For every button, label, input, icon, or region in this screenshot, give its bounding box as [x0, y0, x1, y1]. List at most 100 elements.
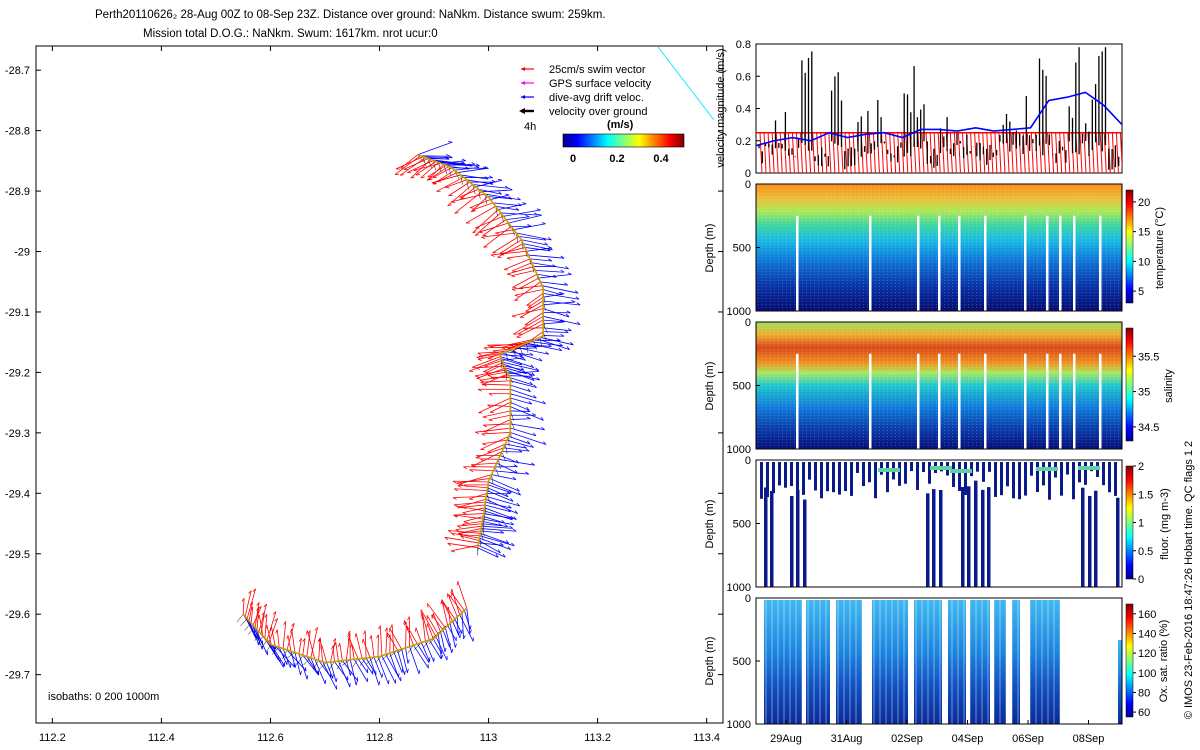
- drift-vector-head: [558, 347, 563, 351]
- ground-vector: [254, 631, 260, 641]
- velocity-ylabel: velocity magnitude (m/s): [715, 48, 727, 167]
- data-gap: [1099, 215, 1102, 311]
- swim-vector: [330, 638, 337, 663]
- drift-vector-head: [518, 361, 523, 366]
- drift-vector-head: [517, 491, 521, 496]
- ground-vector: [282, 649, 288, 659]
- swim-speed-tick: [1111, 132, 1115, 173]
- drift-vector: [492, 202, 522, 207]
- map-y-tick-label: -29.2: [5, 367, 30, 379]
- time-tick-label: 31Aug: [831, 733, 863, 745]
- drift-vector: [543, 319, 565, 323]
- fluor-deep-profile: [974, 480, 978, 587]
- legend-gps-arrow-icon: [521, 81, 525, 85]
- swim-speed-tick: [1059, 132, 1063, 173]
- swim-vector: [517, 319, 544, 335]
- swim-vector: [509, 338, 537, 346]
- oxygen-cblabel: Ox. sat. ratio (%): [1158, 620, 1170, 703]
- drift-vector: [456, 616, 459, 635]
- swim-vector: [487, 371, 508, 376]
- swim-vector-head: [511, 315, 516, 318]
- data-gap: [958, 353, 961, 449]
- swim-vector: [415, 627, 422, 643]
- swim-vector: [513, 315, 544, 335]
- temperature-cblabel: temperature (°C): [1154, 207, 1166, 289]
- drift-vector: [503, 363, 535, 376]
- ground-vector: [448, 166, 452, 177]
- swim-vector: [364, 630, 367, 659]
- drift-vector: [485, 501, 512, 509]
- depth-tick-label: 0: [745, 593, 751, 605]
- swim-vector-head: [241, 597, 245, 602]
- swim-vector: [453, 514, 483, 520]
- swim-vector-head: [475, 234, 480, 236]
- drift-vector: [250, 622, 263, 645]
- drift-vector: [510, 401, 530, 411]
- drift-vector: [535, 269, 565, 273]
- swim-vector: [472, 356, 501, 368]
- drift-vector-head: [495, 553, 499, 558]
- ground-vector: [240, 618, 248, 627]
- swim-speed-tick: [759, 132, 763, 173]
- drift-vector: [268, 642, 284, 668]
- temperature-colorbar-ticks: 20 15 10 5: [1133, 197, 1150, 298]
- swim-vector-head: [431, 614, 433, 619]
- swim-vector: [394, 155, 421, 175]
- drift-vector: [401, 649, 408, 673]
- swim-vector-head: [264, 614, 268, 618]
- swim-vector: [476, 352, 503, 358]
- drift-vector-head: [522, 202, 527, 205]
- swim-vector-head: [483, 383, 488, 387]
- data-gap: [958, 215, 961, 311]
- drift-vector: [461, 612, 464, 639]
- swim-vector: [351, 643, 355, 660]
- drift-vector: [477, 547, 499, 558]
- swim-vector-head: [250, 606, 254, 611]
- drift-vector-head: [300, 670, 302, 676]
- swim-vector: [389, 627, 402, 650]
- swim-vector-head: [454, 212, 459, 214]
- time-tick-label: 06Sep: [1012, 733, 1044, 745]
- swim-vector: [462, 520, 483, 525]
- fluor-surface-profile: [856, 462, 859, 473]
- swim-vector-head: [256, 602, 260, 606]
- swim-vector-head: [487, 404, 492, 408]
- swim-vector: [462, 504, 486, 508]
- swim-vector-head: [483, 424, 487, 428]
- drift-vector-head: [526, 440, 531, 445]
- swim-vector: [487, 443, 506, 453]
- swim-speed-tick: [933, 132, 937, 173]
- drift-vector: [530, 258, 552, 262]
- drift-vector-head: [350, 671, 352, 676]
- drift-vector-head: [475, 163, 480, 167]
- drift-vector-head: [537, 213, 542, 216]
- drift-vector-head: [536, 376, 540, 381]
- temperature-field: [756, 184, 1122, 311]
- drift-vector: [477, 544, 506, 558]
- swim-vector: [512, 285, 543, 290]
- swim-vector-head: [421, 615, 424, 620]
- fluor-surface-profile: [1048, 462, 1051, 500]
- depth-tick-label: 500: [733, 381, 751, 393]
- swim-vector: [480, 380, 511, 383]
- swim-vector-head: [470, 464, 475, 467]
- swim-speed-tick: [1043, 132, 1046, 173]
- swim-speed-tick: [885, 132, 889, 173]
- drift-vector-head: [498, 191, 502, 195]
- drift-vector: [498, 458, 535, 466]
- fluor-surface-profile: [820, 462, 823, 499]
- swim-vector: [443, 602, 453, 622]
- fluor-surface-profile: [910, 462, 913, 472]
- swim-vector-head: [347, 633, 351, 638]
- swim-speed-tick: [1014, 132, 1018, 173]
- oxygen-colorbar-ticks: 160 140 120 100 80 60: [1133, 609, 1156, 719]
- velocity-y-tick-label: 0.2: [736, 136, 751, 148]
- data-gap: [1099, 353, 1102, 449]
- fluor-surface-profile: [826, 462, 829, 492]
- drift-vector-head: [559, 343, 563, 347]
- swim-vector: [511, 262, 532, 272]
- ground-vector: [318, 662, 327, 670]
- depth-tick-label: 500: [733, 656, 751, 668]
- swim-vector: [448, 181, 470, 197]
- swim-vector: [469, 199, 491, 209]
